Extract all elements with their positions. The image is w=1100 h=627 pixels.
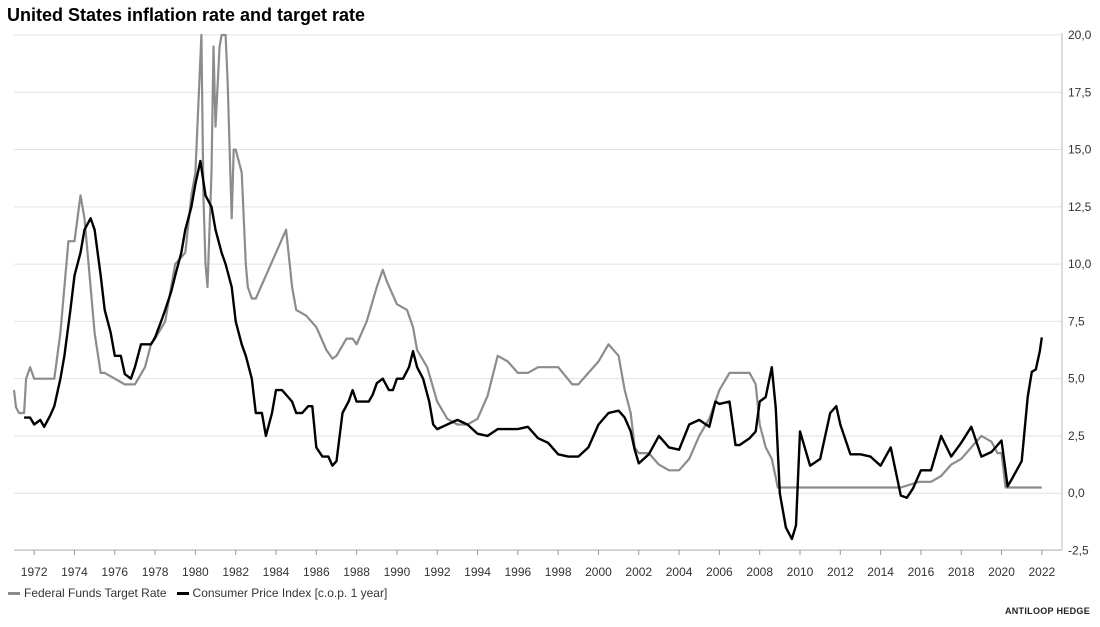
x-tick-label: 1986 <box>303 565 330 579</box>
x-tick-label: 1980 <box>182 565 209 579</box>
y-tick-label: 17,5 <box>1068 85 1092 99</box>
x-tick-label: 2006 <box>706 565 733 579</box>
series-line-fed-funds <box>12 33 1042 489</box>
legend-swatch-fed-funds <box>8 591 20 595</box>
x-tick-label: 1972 <box>21 565 48 579</box>
source-note: ANTILOOP HEDGE <box>1004 606 1090 616</box>
x-tick-label: 2000 <box>585 565 612 579</box>
y-tick-label: 10,0 <box>1068 257 1092 271</box>
legend: Federal Funds Target Rate Consumer Price… <box>8 586 387 600</box>
x-tick-label: 1978 <box>142 565 169 579</box>
legend-label-cpi: Consumer Price Index [c.o.p. 1 year] <box>192 586 388 600</box>
x-tick-label: 2010 <box>787 565 814 579</box>
x-tick-label: 2022 <box>1028 565 1055 579</box>
y-tick-label: -2,5 <box>1068 544 1089 558</box>
y-tick-label: 2,5 <box>1068 429 1085 443</box>
x-tick-label: 1998 <box>545 565 572 579</box>
legend-label-fed-funds: Federal Funds Target Rate <box>24 586 167 600</box>
y-tick-label: 7,5 <box>1068 314 1085 328</box>
x-tick-label: 2004 <box>666 565 693 579</box>
legend-item-cpi[interactable]: Consumer Price Index [c.o.p. 1 year] <box>176 586 388 600</box>
x-tick-label: 1984 <box>263 565 290 579</box>
y-axis-ticks: -2,5 0,0 2,5 5,0 7,5 10,0 12,5 15,0 17,5 20,0 <box>1068 28 1092 558</box>
x-tick-label: 1982 <box>222 565 249 579</box>
x-tick-label: 2018 <box>948 565 975 579</box>
legend-item-fed-funds[interactable]: Federal Funds Target Rate <box>8 586 167 600</box>
x-axis-ticks: 1972 1974 1976 1978 1980 1982 1984 1986 1988 1990… <box>21 550 1056 579</box>
x-tick-label: 1994 <box>464 565 491 579</box>
x-tick-label: 1992 <box>424 565 451 579</box>
y-tick-label: 0,0 <box>1068 486 1085 500</box>
x-tick-label: 1996 <box>504 565 531 579</box>
x-tick-label: 1976 <box>101 565 128 579</box>
x-tick-label: 2014 <box>867 565 894 579</box>
x-tick-label: 2002 <box>625 565 652 579</box>
series-layer <box>12 33 1043 541</box>
x-tick-label: 1974 <box>61 565 88 579</box>
x-tick-label: 2016 <box>908 565 935 579</box>
y-tick-label: 12,5 <box>1068 200 1092 214</box>
x-tick-label: 2012 <box>827 565 854 579</box>
y-tick-label: 5,0 <box>1068 372 1085 386</box>
y-tick-label: 15,0 <box>1068 143 1092 157</box>
y-tick-label: 20,0 <box>1068 28 1092 42</box>
chart-title: United States inflation rate and target … <box>7 5 366 25</box>
legend-swatch-cpi <box>176 591 189 595</box>
x-tick-label: 1988 <box>343 565 370 579</box>
x-tick-label: 2008 <box>746 565 773 579</box>
series-line-cpi <box>24 159 1043 541</box>
x-tick-label: 2020 <box>988 565 1015 579</box>
x-tick-label: 1990 <box>384 565 411 579</box>
